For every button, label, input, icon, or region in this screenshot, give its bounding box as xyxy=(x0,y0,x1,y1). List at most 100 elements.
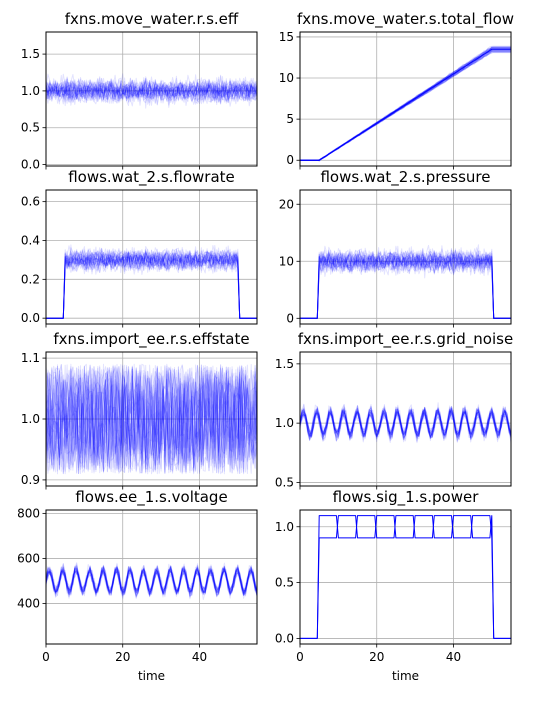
run-trace xyxy=(46,366,257,474)
run-trace xyxy=(300,51,511,162)
y-tick-label: 0.0 xyxy=(21,311,40,325)
y-tick-label: 0 xyxy=(286,311,294,325)
grid xyxy=(299,510,511,644)
y-tick-label: 0.0 xyxy=(275,631,294,645)
run-trace xyxy=(46,364,257,473)
run-trace xyxy=(46,566,257,596)
run-trace xyxy=(46,364,257,473)
run-trace xyxy=(46,248,257,319)
run-trace xyxy=(300,403,511,442)
run-trace xyxy=(46,564,257,597)
run-trace xyxy=(300,248,511,319)
run-trace xyxy=(300,249,511,319)
run-trace xyxy=(300,407,511,442)
run-trace xyxy=(300,407,511,442)
run-trace xyxy=(300,246,511,319)
run-trace xyxy=(46,250,257,319)
run-trace xyxy=(300,248,511,319)
run-trace xyxy=(46,564,257,598)
run-trace xyxy=(300,244,511,319)
panel-title: flows.sig_1.s.power xyxy=(333,488,480,507)
panel-title: fxns.import_ee.r.s.effstate xyxy=(53,330,249,349)
run-trace xyxy=(46,363,257,474)
y-tick-label: 1.0 xyxy=(275,416,294,430)
run-trace xyxy=(46,563,257,600)
run-trace xyxy=(46,363,257,475)
y-tick-label: 1.1 xyxy=(21,351,40,365)
run-trace xyxy=(300,405,511,443)
run-trace xyxy=(46,80,257,107)
trace-group xyxy=(300,45,511,162)
run-trace xyxy=(46,565,257,597)
run-trace xyxy=(300,249,511,319)
run-trace xyxy=(46,565,257,596)
y-tick-label: 1.5 xyxy=(275,357,294,371)
y-tick-label: 800 xyxy=(17,506,40,520)
run-trace xyxy=(46,77,257,105)
run-trace xyxy=(300,515,511,639)
run-trace xyxy=(46,364,257,474)
run-trace xyxy=(46,365,257,473)
run-trace xyxy=(46,564,257,597)
run-trace xyxy=(46,245,257,319)
run-trace xyxy=(46,76,257,109)
grid xyxy=(45,32,257,166)
run-trace xyxy=(46,564,257,596)
y-tick-label: 600 xyxy=(17,551,40,565)
run-trace xyxy=(300,404,511,442)
run-trace xyxy=(46,249,257,319)
run-trace-core xyxy=(300,48,511,161)
run-trace xyxy=(300,249,511,319)
run-trace xyxy=(46,75,257,106)
run-trace xyxy=(46,76,257,106)
x-tick-label: 0 xyxy=(296,650,304,664)
trace-group xyxy=(46,244,257,319)
run-trace xyxy=(46,248,257,319)
run-trace xyxy=(46,76,257,104)
run-trace xyxy=(46,565,257,599)
run-trace xyxy=(46,364,257,475)
run-trace xyxy=(300,407,511,440)
panel-wat2-flowrate: flows.wat_2.s.flowrate 0.0 0.2 0.4 0.6 xyxy=(21,168,258,328)
run-trace xyxy=(46,77,257,106)
run-trace xyxy=(300,404,511,443)
run-trace xyxy=(46,367,257,475)
run-trace xyxy=(300,252,511,319)
run-trace xyxy=(46,77,257,103)
run-trace xyxy=(46,74,257,106)
run-trace xyxy=(300,515,511,639)
y-tick-label: 0.4 xyxy=(21,233,40,247)
run-trace xyxy=(300,248,511,319)
run-trace xyxy=(46,246,257,319)
run-trace xyxy=(46,249,257,319)
y-tick-label: 10 xyxy=(279,71,294,85)
run-trace xyxy=(300,248,511,319)
trace-group xyxy=(300,402,511,444)
y-tick-label: 0.2 xyxy=(21,272,40,286)
run-trace xyxy=(300,250,511,319)
trace-group xyxy=(46,562,257,600)
axes-frame xyxy=(45,31,258,167)
run-trace xyxy=(46,565,257,597)
run-trace xyxy=(46,564,257,597)
panel-ee1-voltage: flows.ee_1.s.voltage time 400 600 800 0 20 40 xyxy=(17,488,258,683)
run-trace xyxy=(46,246,257,319)
trace-group xyxy=(300,244,511,319)
run-trace xyxy=(300,245,511,319)
run-trace xyxy=(46,250,257,319)
run-trace xyxy=(46,247,257,319)
run-trace xyxy=(300,245,511,319)
run-trace xyxy=(46,566,257,596)
run-trace xyxy=(46,363,257,475)
y-tick-label: 5 xyxy=(286,112,294,126)
x-tick-label: 40 xyxy=(446,650,461,664)
x-axis-label: time xyxy=(138,669,165,683)
panel-move-water-total-flow: fxns.move_water.s.total_flow 0 5 10 15 xyxy=(279,10,514,170)
y-tick-label: 1.0 xyxy=(21,84,40,98)
run-trace xyxy=(300,407,511,443)
run-trace xyxy=(46,363,257,473)
run-trace xyxy=(300,407,511,442)
x-tick-label: 20 xyxy=(369,650,384,664)
run-trace xyxy=(46,249,257,319)
